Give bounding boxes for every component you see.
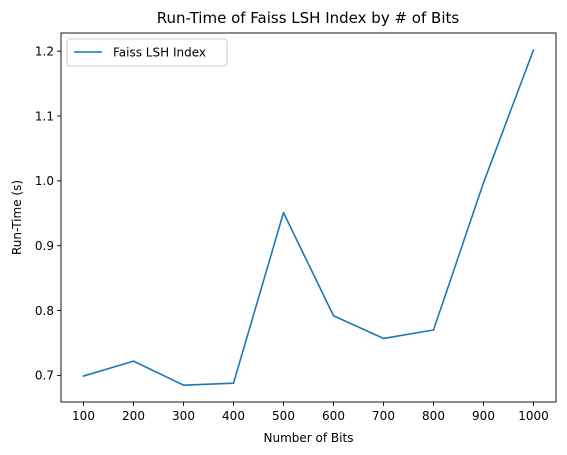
plot-area	[60, 32, 557, 403]
data-point	[282, 211, 285, 214]
data-point	[332, 314, 335, 317]
x-tick-label: 900	[472, 409, 495, 423]
data-point	[482, 182, 485, 184]
series-layer	[82, 49, 535, 386]
data-point	[532, 49, 535, 51]
x-tick-label: 200	[122, 409, 145, 423]
chart-title: Run-Time of Faiss LSH Index by # of Bits	[157, 9, 460, 27]
x-tick-label: 300	[172, 409, 195, 423]
data-point	[132, 360, 135, 362]
x-axis-label: Number of Bits	[264, 431, 354, 445]
x-tick-label: 600	[322, 409, 345, 423]
y-axis-ticks: 0.7 0.8 0.9 1.0 1.1 1.2	[35, 44, 61, 383]
y-tick-label: 0.7	[35, 369, 54, 383]
x-tick-label: 100	[72, 409, 95, 423]
legend-entry-label: Faiss LSH Index	[113, 46, 206, 60]
y-axis-label: Run-Time (s)	[10, 180, 24, 255]
x-tick-label: 400	[222, 409, 245, 423]
series-line-0	[83, 49, 535, 386]
legend-box	[66, 38, 228, 67]
x-axis-ticks: 100 200 300 400 500 600 700 800 900 1000	[72, 402, 549, 423]
data-point	[182, 384, 185, 386]
legend: Faiss LSH Index	[66, 38, 228, 67]
data-point	[382, 337, 385, 340]
y-tick-label: 1.2	[35, 44, 54, 58]
y-tick-label: 1.0	[35, 174, 54, 188]
x-tick-label: 1000	[518, 409, 549, 423]
y-tick-label: 1.1	[35, 109, 54, 123]
y-tick-label: 0.8	[35, 304, 54, 318]
y-tick-label: 0.9	[35, 239, 54, 253]
x-tick-label: 500	[272, 409, 295, 423]
x-tick-label: 700	[372, 409, 395, 423]
data-point	[232, 382, 235, 384]
data-point	[432, 329, 435, 331]
x-tick-label: 800	[422, 409, 445, 423]
data-point	[82, 375, 85, 377]
